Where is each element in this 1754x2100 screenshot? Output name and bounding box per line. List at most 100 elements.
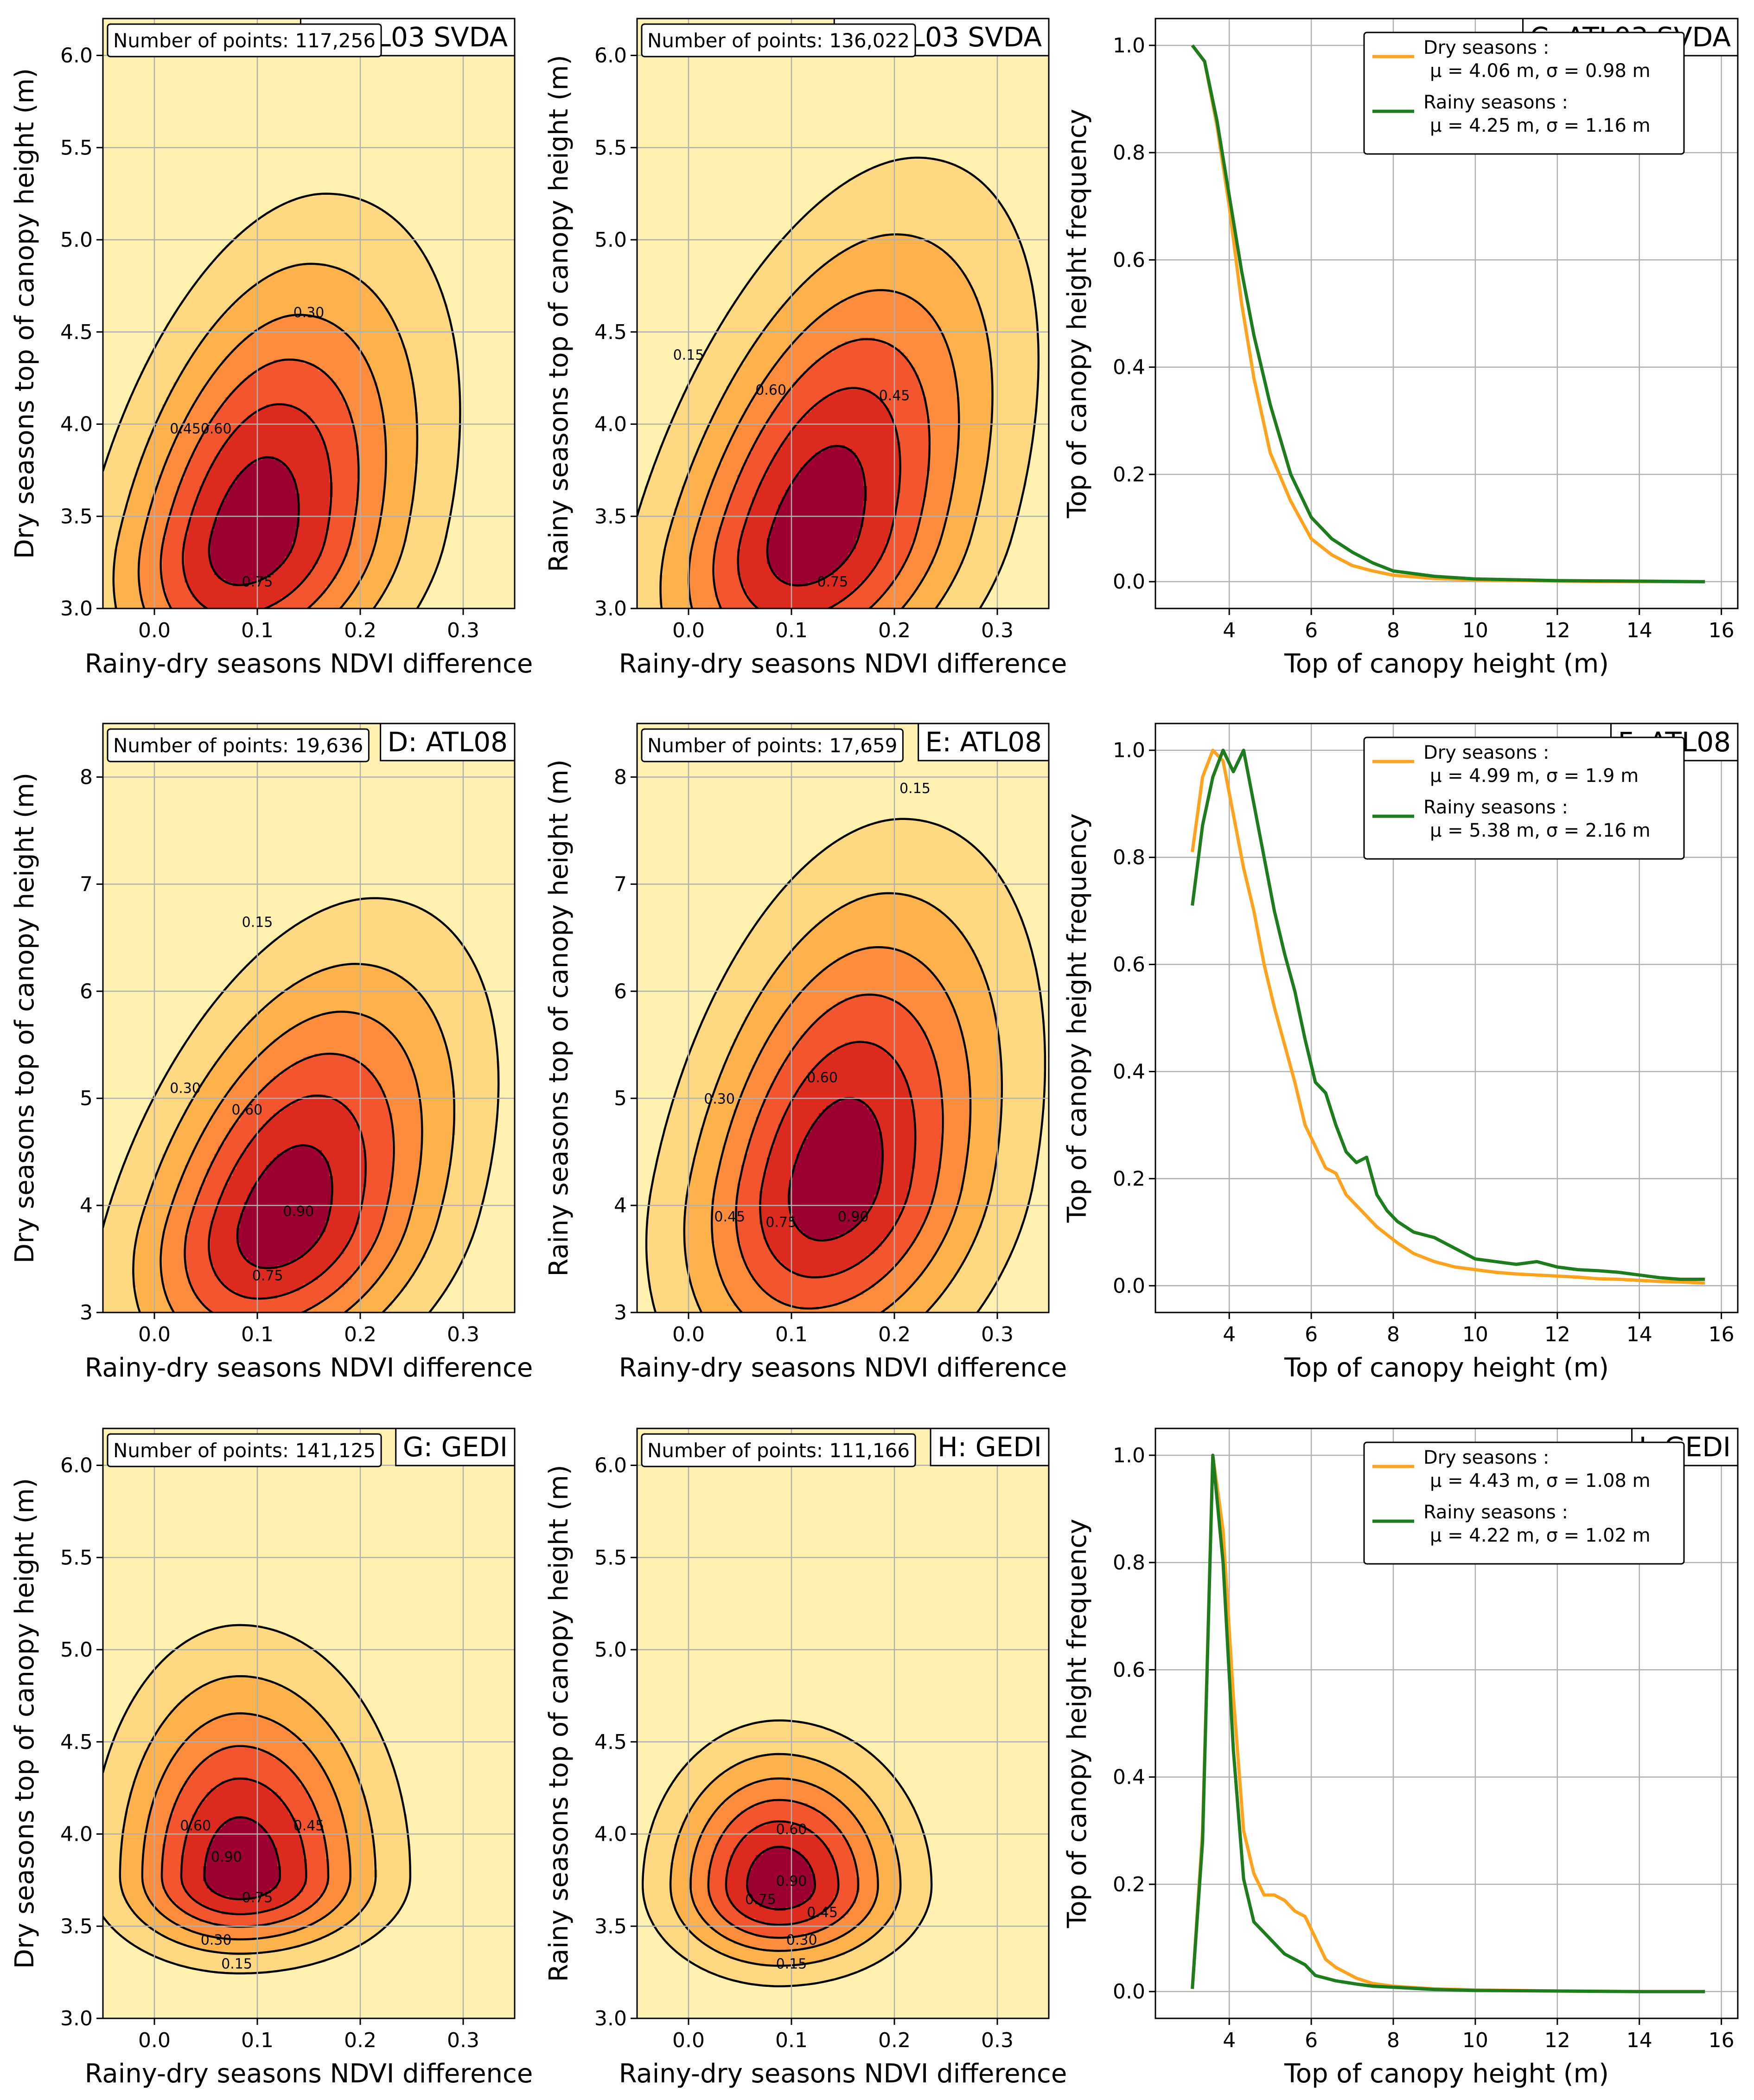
x-tick-label: 16 xyxy=(1709,2029,1735,2052)
legend: Dry seasons :μ = 4.06 m, σ = 0.98 m Rainy… xyxy=(1363,32,1685,155)
x-tick-label: 10 xyxy=(1462,1323,1488,1346)
y-tick-label: 0.0 xyxy=(1113,1274,1145,1298)
x-tick-label: 0.0 xyxy=(138,2029,171,2052)
y-tick-label: 0.8 xyxy=(1113,1551,1145,1575)
y-tick-label: 3 xyxy=(614,1301,627,1325)
panel-a: 0.30 0.45 0.60 0.75 0.0 0.1 0.2 0.3 3.0 3.5 4.0 4.5… xyxy=(10,18,533,679)
contour-label: 0.15 xyxy=(899,781,931,797)
x-axis-label: Top of canopy height (m) xyxy=(1284,2059,1609,2089)
y-tick-label: 0.6 xyxy=(1113,248,1145,272)
y-tick-label: 4.5 xyxy=(594,320,627,344)
contour-line-0.6 xyxy=(159,359,360,608)
points-frame xyxy=(107,728,370,762)
contour-line-0.6 xyxy=(160,1745,330,1928)
contour-label: 0.90 xyxy=(838,1209,869,1225)
y-tick-label: 0.6 xyxy=(1113,1658,1145,1682)
plot-area: 0.15 0.30 0.60 0.90 0.75 xyxy=(103,723,515,1312)
contour-line-0.3 xyxy=(669,1753,902,1967)
legend: Dry seasons :μ = 4.43 m, σ = 1.08 m Rainy… xyxy=(1363,1441,1685,1565)
points-count-box: Number of points: 136,022 xyxy=(641,23,916,58)
x-tick-label: 0.2 xyxy=(878,1323,911,1346)
series-line-rainy xyxy=(1191,44,1705,583)
y-tick-label: 4.0 xyxy=(60,413,93,436)
contour-label: 0.75 xyxy=(242,1890,273,1906)
panel-title: G: GEDI xyxy=(403,1431,508,1463)
y-tick-label: 5.5 xyxy=(60,1546,93,1569)
y-axis: 3 4 5 6 7 8 xyxy=(80,765,103,1325)
points-frame xyxy=(641,23,916,58)
density-bands xyxy=(103,1625,411,1974)
x-tick-label: 0.3 xyxy=(447,1323,479,1346)
y-tick-label: 3.5 xyxy=(594,1914,627,1938)
x-tick-label: 12 xyxy=(1544,619,1570,642)
x-axis: 0.0 0.1 0.2 0.3 xyxy=(138,1312,479,1346)
contour-line-0.75 xyxy=(737,387,901,608)
legend: Dry seasons :μ = 4.99 m, σ = 1.9 m Rainy … xyxy=(1363,736,1685,860)
y-tick-label: 3.0 xyxy=(594,597,627,621)
y-tick-label: 7 xyxy=(80,872,93,896)
x-tick-label: 6 xyxy=(1305,2029,1318,2052)
legend-entry-name: Rainy seasons : xyxy=(1423,1502,1568,1523)
panel-title-box: G: GEDI xyxy=(395,1428,516,1466)
y-axis-label: Top of canopy height frequency xyxy=(1062,1519,1092,1929)
contour-label: 0.75 xyxy=(745,1892,776,1908)
y-tick-label: 0.4 xyxy=(1113,1766,1145,1789)
contour-line-0.6 xyxy=(735,993,944,1310)
contour-label: 0.30 xyxy=(201,1932,232,1948)
y-axis-label: Rainy seasons top of canopy height (m) xyxy=(544,55,574,572)
points-count-box: Number of points: 141,125 xyxy=(107,1433,382,1467)
points-frame xyxy=(107,23,382,58)
density-band-0.9 xyxy=(748,1848,815,1911)
y-tick-label: 1.0 xyxy=(1113,1444,1145,1467)
y-axis-label: Top of canopy height frequency xyxy=(1062,109,1092,519)
panel-h: 0.600.750.900.450.300.150.0 0.1 0.2 0.33.03… xyxy=(544,1428,1067,2089)
contour-label: 0.30 xyxy=(170,1081,201,1097)
contour-label: 0.45 xyxy=(879,388,910,404)
y-tick-label: 4 xyxy=(80,1194,93,1217)
y-tick-label: 5 xyxy=(80,1087,93,1110)
panel-f: 4 6 8 10 12 14 16 0.0 0.2 0.4 0.6 0.8 1.0 Top of cano… xyxy=(1062,723,1739,1383)
x-tick-label: 4 xyxy=(1223,1323,1236,1346)
y-tick-label: 4.5 xyxy=(594,1730,627,1754)
contour-line-0.15 xyxy=(637,156,1040,608)
density-band-0.9 xyxy=(789,1098,882,1239)
plot-area: 0.30 0.45 0.60 0.75 xyxy=(103,19,515,608)
legend-entry-stats: μ = 4.06 m, σ = 0.98 m xyxy=(1430,60,1651,82)
legend-entry-stats: μ = 4.43 m, σ = 1.08 m xyxy=(1430,1470,1651,1492)
contour-label: 0.15 xyxy=(221,1956,252,1972)
axes-frame xyxy=(102,1428,516,2019)
x-tick-label: 0.1 xyxy=(775,1323,808,1346)
x-tick-label: 0.1 xyxy=(775,619,808,642)
contour-label: 0.90 xyxy=(283,1204,314,1220)
y-tick-label: 6.0 xyxy=(60,1454,93,1478)
title-frame xyxy=(380,723,516,762)
legend-frame xyxy=(1363,736,1685,860)
contour-line-0.75 xyxy=(180,1777,307,1915)
legend-entry-stats: μ = 4.22 m, σ = 1.02 m xyxy=(1430,1525,1651,1546)
x-axis-label: Rainy-dry seasons NDVI difference xyxy=(85,1353,533,1383)
contour-label: 0.30 xyxy=(786,1932,817,1948)
x-tick-label: 16 xyxy=(1709,1323,1735,1346)
contour-line-0.3 xyxy=(132,963,455,1312)
x-axis-label: Rainy-dry seasons NDVI difference xyxy=(619,2059,1067,2089)
points-frame xyxy=(641,728,904,762)
x-axis-label: Top of canopy height (m) xyxy=(1284,649,1609,679)
y-tick-label: 4 xyxy=(614,1194,627,1217)
contour-line-0.15 xyxy=(103,1624,412,1975)
y-tick-label: 0.8 xyxy=(1113,846,1145,870)
y-axis-label: Rainy seasons top of canopy height (m) xyxy=(544,1465,574,1982)
density-bands xyxy=(103,898,500,1312)
contour-label: 0.75 xyxy=(242,574,273,590)
x-axis: 4 6 8 10 12 14 16 xyxy=(1223,1312,1735,1346)
panel-c: 4 6 8 10 12 14 16 0.0 0.2 0.4 0.6 0.8 1.0 Top of cano… xyxy=(1062,18,1739,679)
y-tick-label: 3.5 xyxy=(60,505,93,528)
plot-area: 0.15 0.60 0.45 0.75 xyxy=(637,19,1049,608)
axes-frame xyxy=(1154,723,1739,1313)
legend-frame xyxy=(1363,1441,1685,1565)
points-frame xyxy=(107,1433,382,1467)
contour-line-0.45 xyxy=(710,946,972,1312)
points-count: Number of points: 19,636 xyxy=(113,734,363,757)
y-tick-label: 0.2 xyxy=(1113,1873,1145,1896)
y-axis: 0.0 0.2 0.4 0.6 0.8 1.0 xyxy=(1113,739,1155,1298)
